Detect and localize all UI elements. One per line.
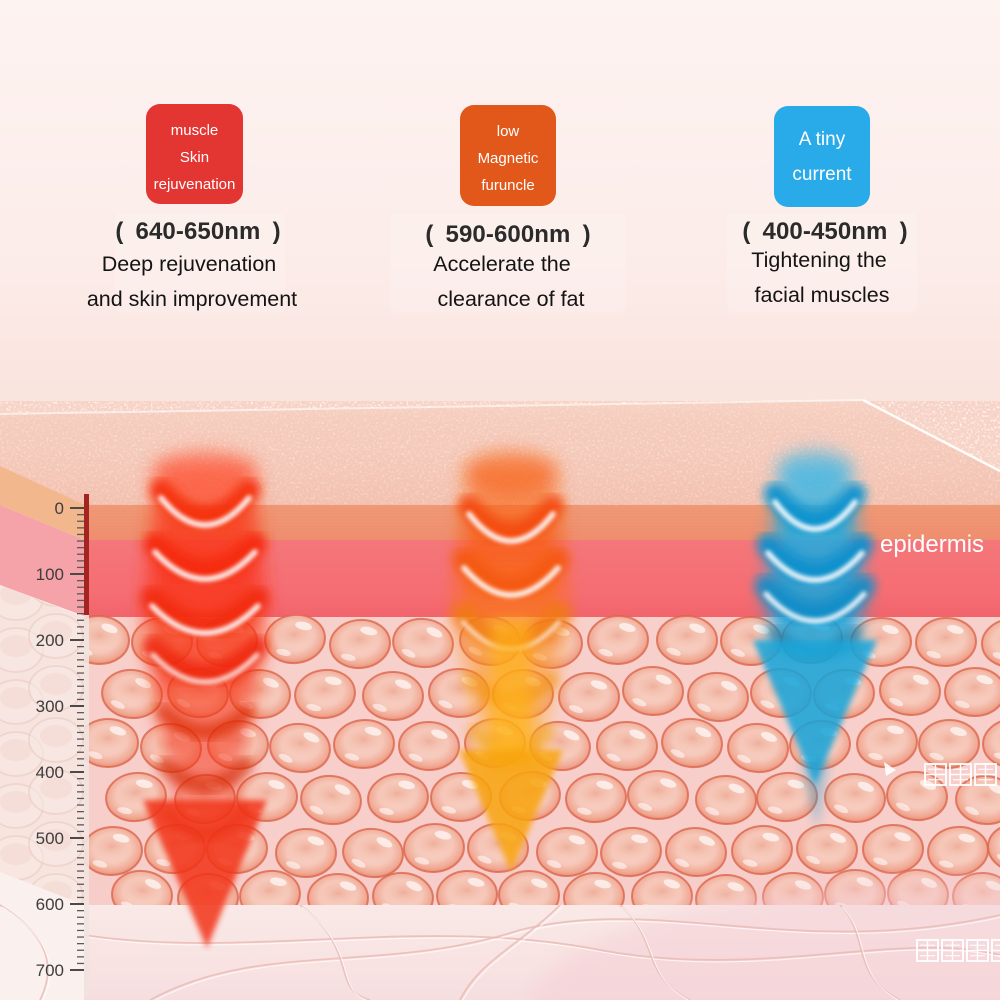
svg-text:400: 400 [36, 763, 64, 782]
svg-text:0: 0 [55, 499, 64, 518]
svg-text:700: 700 [36, 961, 64, 980]
svg-text:300: 300 [36, 697, 64, 716]
svg-text:epidermis: epidermis [880, 531, 984, 558]
svg-text:600: 600 [36, 895, 64, 914]
svg-text:200: 200 [36, 631, 64, 650]
svg-text:500: 500 [36, 829, 64, 848]
svg-text:100: 100 [36, 565, 64, 584]
